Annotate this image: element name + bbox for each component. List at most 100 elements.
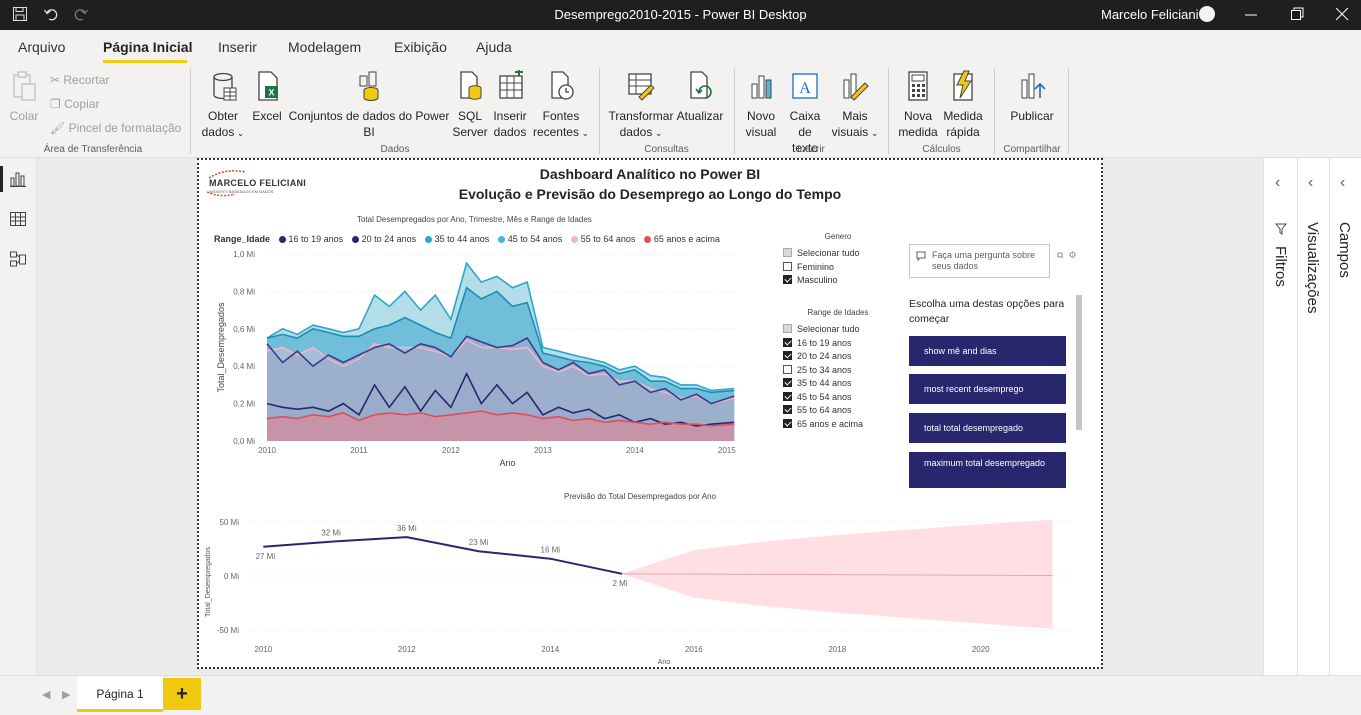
slicer-genero-item[interactable]: Feminino [783, 261, 893, 275]
tab-inserir[interactable]: Inserir [218, 39, 257, 55]
qa-suggestion-3[interactable]: total total desempregado [909, 413, 1066, 443]
transform-data-button[interactable]: Transformar dados ⌄ [606, 70, 676, 141]
page-tab-1[interactable]: Página 1 [77, 676, 163, 712]
restore-icon[interactable] [1290, 4, 1304, 28]
visualizations-pane[interactable]: ‹ Visualizações [1297, 158, 1329, 675]
checkbox[interactable] [783, 275, 792, 284]
tab-pagina-inicial[interactable]: Página Inicial [103, 39, 193, 55]
new-visual-button[interactable]: Novo visual [742, 70, 780, 140]
slicer-range-item[interactable]: 25 to 34 anos [783, 364, 893, 378]
legend-item-16-19[interactable]: 16 to 19 anos [278, 234, 343, 244]
checkbox[interactable] [783, 418, 792, 428]
tab-ajuda[interactable]: Ajuda [476, 39, 512, 55]
format-painter-button[interactable]: 🖌 Pincel de formatação [50, 121, 181, 135]
recent-sources-label-2: recentes [532, 125, 579, 139]
checkbox[interactable] [783, 324, 792, 333]
legend-item-45-54[interactable]: 45 to 54 anos [497, 234, 562, 244]
page-tabs-bar: ◀ ▶ Página 1 + [0, 675, 1361, 715]
copy-button[interactable]: ❐ Copiar [50, 97, 99, 111]
undo-icon[interactable] [43, 6, 59, 26]
y-tick-label: 0,6 Mi [233, 325, 255, 334]
checkbox[interactable] [783, 351, 792, 360]
checkbox[interactable] [783, 337, 792, 347]
data-label: 23 Mi [469, 538, 489, 547]
legend-item-35-44[interactable]: 35 to 44 anos [424, 234, 489, 244]
quick-measure-button[interactable]: Medida rápida [940, 70, 986, 140]
slicer-range-item[interactable]: 35 to 44 anos [783, 377, 893, 391]
dashboard-subtitle: Evolução e Previsão do Desemprego ao Lon… [458, 186, 842, 202]
data-view-icon[interactable] [9, 210, 27, 228]
checkbox[interactable] [783, 248, 792, 257]
qa-scrollbar[interactable] [1076, 295, 1082, 430]
enter-data-button[interactable]: Inserir dados [490, 68, 530, 140]
more-visuals-icon [843, 73, 869, 101]
legend-item-20-24[interactable]: 20 to 24 anos [351, 234, 416, 244]
legend-item-55-64[interactable]: 55 to 64 anos [570, 234, 635, 244]
slicer-range-item[interactable]: 55 to 64 anos [783, 404, 893, 418]
report-view-icon[interactable] [9, 170, 27, 188]
datasets-button[interactable]: Conjuntos de dados do Power BI [287, 70, 451, 140]
slicer-genero-item[interactable]: Masculino [783, 274, 893, 288]
slicer-range-item-label: 25 to 34 anos [797, 364, 852, 375]
paste-button[interactable]: Colar [6, 70, 42, 124]
refresh-button[interactable]: Atualizar [676, 70, 724, 124]
fields-pane[interactable]: ‹ Campos [1329, 158, 1361, 675]
slicer-range-item[interactable]: 65 anos e acima [783, 418, 893, 432]
area-chart[interactable]: 0,0 Mi 0,2 Mi 0,4 Mi 0,6 Mi 0,8 Mi 1,0 Mi 2010… [199, 160, 1101, 490]
text-box-button[interactable]: A Caixa de texto [782, 70, 828, 156]
share-icon[interactable]: ⧉ [1057, 250, 1064, 260]
x-tick-label: 2018 [828, 645, 846, 654]
close-icon[interactable] [1335, 4, 1349, 28]
legend-item-65-plus[interactable]: 65 anos e acima [643, 234, 720, 244]
save-icon[interactable] [12, 6, 28, 26]
cut-button[interactable]: ✂ Recortar [50, 73, 109, 87]
checkbox[interactable] [783, 391, 792, 401]
checkbox[interactable] [783, 378, 792, 387]
more-visuals-button[interactable]: Mais visuais ⌄ [830, 70, 880, 141]
y-axis-label: Total_Desempregados [216, 302, 226, 393]
publish-button[interactable]: Publicar [1005, 70, 1059, 124]
forecast-chart[interactable]: -50 Mi 0 Mi 50 Mi 2010 2012 2014 2016 2018 2020 A… [199, 490, 1101, 670]
qa-suggestion-2[interactable]: most recent desemprego [909, 374, 1066, 404]
checkbox[interactable] [783, 261, 792, 271]
excel-button[interactable]: X Excel [250, 70, 284, 124]
x-tick-label: 2013 [534, 446, 552, 455]
model-view-icon[interactable] [9, 250, 27, 268]
next-page-icon[interactable]: ▶ [62, 689, 71, 701]
prev-page-icon[interactable]: ◀ [42, 689, 51, 701]
slicer-genero-item[interactable]: Selecionar tudo [783, 247, 893, 261]
checkbox[interactable] [783, 364, 792, 374]
slicer-range-item[interactable]: 20 to 24 anos [783, 350, 893, 364]
slicer-range-item-label: Selecionar tudo [797, 324, 860, 334]
filters-label: Filtros [1272, 246, 1289, 287]
filter-icon [1274, 222, 1288, 240]
slicer-range-item-label: 65 anos e acima [797, 418, 864, 429]
filters-pane[interactable]: ‹ Filtros [1263, 158, 1297, 675]
minimize-icon[interactable] [1244, 4, 1258, 28]
user-name[interactable]: Marcelo Feliciani [1101, 7, 1199, 22]
slicer-range-item[interactable]: 45 to 54 anos [783, 391, 893, 405]
tab-modelagem[interactable]: Modelagem [288, 39, 362, 55]
new-measure-button[interactable]: Nova medida [896, 70, 940, 140]
avatar[interactable] [1199, 6, 1215, 22]
chevron-left-icon[interactable]: ‹ [1308, 174, 1314, 191]
checkbox[interactable] [783, 405, 792, 414]
get-data-button[interactable]: Obter dados ⌄ [198, 70, 248, 141]
gear-icon[interactable]: ⚙ [1068, 250, 1077, 260]
add-page-button[interactable]: + [163, 678, 201, 710]
slicer-range-item[interactable]: Selecionar tudo [783, 323, 893, 337]
qa-input[interactable]: Faça uma pergunta sobre seus dados [909, 244, 1050, 278]
redo-icon[interactable] [73, 6, 89, 26]
tab-arquivo[interactable]: Arquivo [18, 39, 66, 55]
sql-server-button[interactable]: SQL Server [452, 70, 488, 140]
qa-suggestion-4[interactable]: maximum total desempregado [909, 452, 1066, 488]
slicer-range-item[interactable]: 16 to 19 anos [783, 337, 893, 351]
view-switcher [0, 158, 37, 675]
chevron-left-icon[interactable]: ‹ [1340, 174, 1346, 191]
slicer-genero-items: Selecionar tudo Feminino Masculino [783, 247, 893, 288]
qa-suggestion-1[interactable]: show mê and dias [909, 336, 1066, 366]
tab-exibicao[interactable]: Exibição [394, 39, 447, 55]
recent-sources-button[interactable]: Fontes recentes ⌄ [531, 70, 591, 141]
get-data-label-1: Obter [207, 109, 238, 123]
chevron-left-icon[interactable]: ‹ [1275, 174, 1281, 191]
